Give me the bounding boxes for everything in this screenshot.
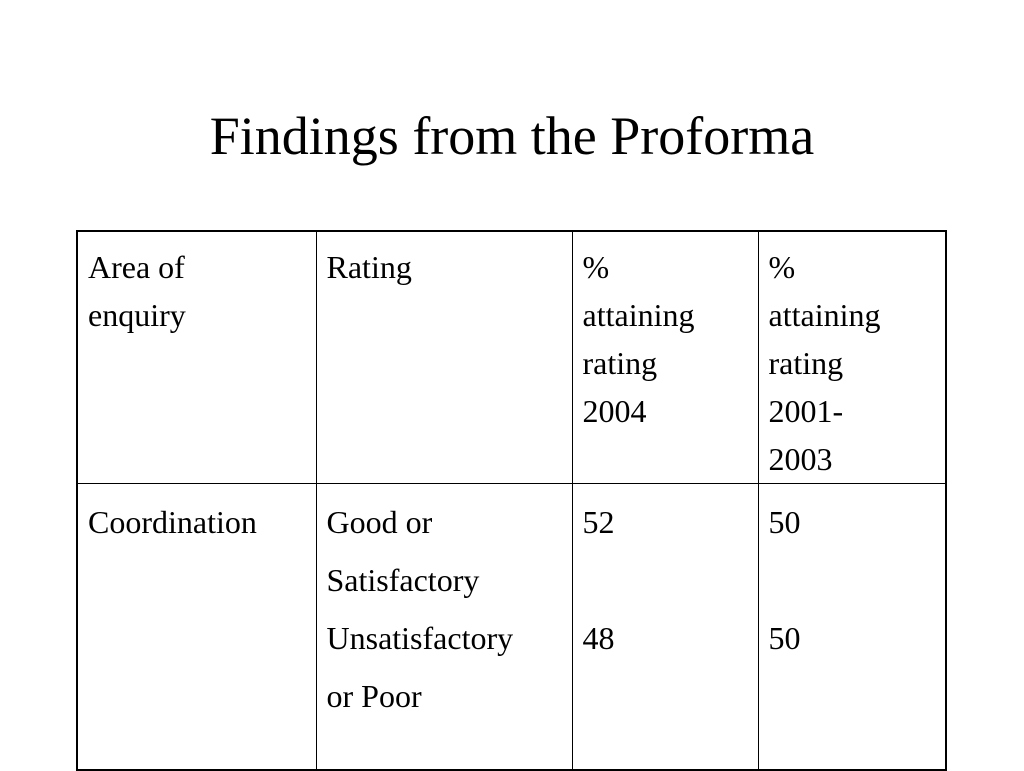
cell-rating: Good or Satisfactory Unsatisfactory or P… [315, 483, 573, 771]
header-pct-2004: % attaining rating 2004 [571, 230, 759, 484]
table-header-row: Area of enquiry Rating % attaining ratin… [76, 230, 947, 484]
header-pct-2001-2003: % attaining rating 2001- 2003 [757, 230, 947, 484]
cell-area: Coordination [76, 483, 317, 771]
findings-table: Area of enquiry Rating % attaining ratin… [76, 230, 947, 771]
table-row: Coordination Good or Satisfactory Unsati… [76, 483, 947, 771]
header-rating: Rating [315, 230, 573, 484]
header-area-of-enquiry: Area of enquiry [76, 230, 317, 484]
cell-pct-2004: 52 48 [571, 483, 759, 771]
cell-pct-2001-2003: 50 50 [757, 483, 947, 771]
slide-title: Findings from the Proforma [209, 106, 815, 166]
